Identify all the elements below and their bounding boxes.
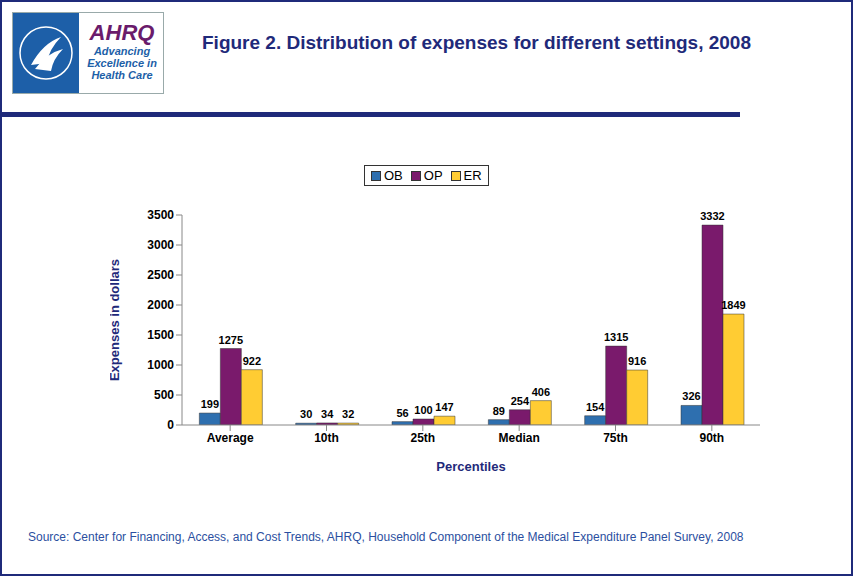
- svg-text:25th: 25th: [410, 431, 435, 445]
- svg-text:1275: 1275: [219, 334, 243, 346]
- svg-text:500: 500: [154, 388, 174, 402]
- svg-text:89: 89: [493, 405, 505, 417]
- svg-text:326: 326: [682, 390, 700, 402]
- svg-text:3332: 3332: [700, 210, 724, 222]
- svg-text:3500: 3500: [147, 208, 174, 222]
- svg-text:199: 199: [201, 398, 219, 410]
- html-text:OB: OB: [384, 168, 403, 183]
- svg-text:30: 30: [300, 408, 312, 420]
- html-text:OP: OP: [423, 168, 443, 183]
- svg-text:1315: 1315: [604, 331, 628, 343]
- svg-text:Median: Median: [498, 431, 539, 445]
- svg-text:1849: 1849: [721, 299, 745, 311]
- svg-text:100: 100: [414, 404, 432, 416]
- svg-text:2500: 2500: [147, 268, 174, 282]
- svg-text:Expenses in dollars: Expenses in dollars: [110, 259, 122, 381]
- svg-text:916: 916: [628, 355, 646, 367]
- svg-text:3000: 3000: [147, 238, 174, 252]
- svg-text:406: 406: [532, 386, 550, 398]
- svg-text:90th: 90th: [699, 431, 724, 445]
- svg-text:922: 922: [243, 355, 261, 367]
- html-text:AHRQ: AHRQ: [89, 20, 155, 45]
- svg-text:1000: 1000: [147, 358, 174, 372]
- svg-text:0: 0: [167, 418, 174, 432]
- html-text:Advancing Excellence in Health: Advancing Excellence in Health Care: [87, 45, 157, 81]
- svg-text:254: 254: [511, 395, 530, 407]
- html-text:Figure 2. Distribution of expe: Figure 2. Distribution of expenses for d…: [202, 32, 751, 53]
- svg-text:Average: Average: [207, 431, 254, 445]
- svg-text:34: 34: [321, 408, 334, 420]
- html-text:Source: Center for Financing,: Source: Center for Financing, Access, an…: [28, 530, 744, 544]
- svg-text:10th: 10th: [314, 431, 339, 445]
- svg-text:32: 32: [342, 408, 354, 420]
- svg-text:1500: 1500: [147, 328, 174, 342]
- svg-text:Percentiles: Percentiles: [436, 459, 505, 474]
- html-text:ER: ER: [463, 168, 482, 183]
- svg-text:2000: 2000: [147, 298, 174, 312]
- svg-text:75th: 75th: [603, 431, 628, 445]
- svg-text:56: 56: [396, 407, 408, 419]
- svg-text:147: 147: [435, 401, 453, 413]
- svg-text:154: 154: [586, 401, 605, 413]
